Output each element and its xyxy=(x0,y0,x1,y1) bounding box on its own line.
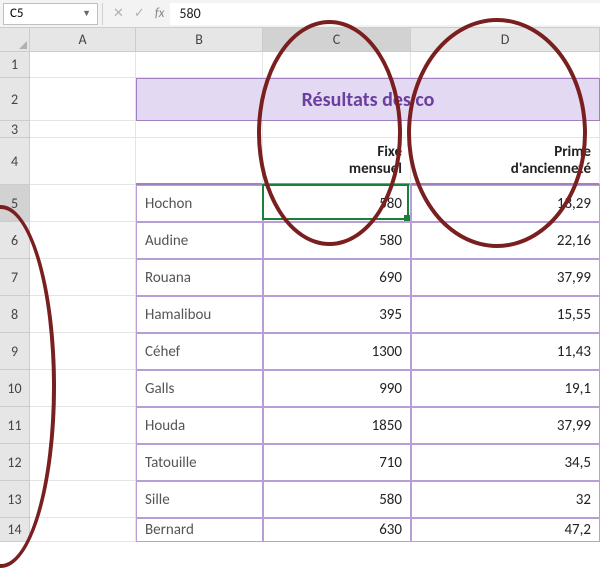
select-all-corner[interactable] xyxy=(0,28,30,52)
cell-a8[interactable] xyxy=(30,296,136,333)
title-banner[interactable]: Résultats des co xyxy=(136,78,600,121)
cell-c1[interactable] xyxy=(263,52,411,78)
cell-fix-10[interactable]: 990 xyxy=(263,370,411,407)
cancel-icon[interactable]: ✕ xyxy=(113,6,124,21)
row-header-5[interactable]: 5 xyxy=(0,185,30,222)
cell-fix-9[interactable]: 1300 xyxy=(263,333,411,370)
row-header-11[interactable]: 11 xyxy=(0,407,30,444)
column-header-b[interactable]: B xyxy=(136,28,263,52)
column-header-c[interactable]: C xyxy=(263,28,411,52)
cell-prime-9[interactable]: 11,43 xyxy=(411,333,600,370)
row-header-8[interactable]: 8 xyxy=(0,296,30,333)
cell-a3[interactable] xyxy=(30,121,136,138)
chevron-down-icon[interactable]: ▼ xyxy=(82,8,91,19)
cell-a5[interactable] xyxy=(30,185,136,222)
cell-a14[interactable] xyxy=(30,518,136,542)
cell-name-14[interactable]: Bernard xyxy=(136,518,263,542)
cell-prime-5[interactable]: 18,29 xyxy=(411,185,600,222)
cell-c3[interactable] xyxy=(263,121,411,138)
formula-bar-icons: ✕ ✓ fx xyxy=(107,6,170,21)
cell-a9[interactable] xyxy=(30,333,136,370)
check-icon[interactable]: ✓ xyxy=(134,6,145,21)
header-prime[interactable]: Primed'ancienneté xyxy=(411,138,600,185)
cell-a13[interactable] xyxy=(30,481,136,518)
cell-prime-14[interactable]: 47,2 xyxy=(411,518,600,542)
cell-prime-12[interactable]: 34,5 xyxy=(411,444,600,481)
header-name[interactable] xyxy=(136,138,263,185)
row-header-3[interactable]: 3 xyxy=(0,121,30,138)
cell-a10[interactable] xyxy=(30,370,136,407)
separator xyxy=(102,3,103,25)
row-header-4[interactable]: 4 xyxy=(0,138,30,185)
formula-value: 580 xyxy=(179,5,200,22)
cell-prime-8[interactable]: 15,55 xyxy=(411,296,600,333)
cell-prime-10[interactable]: 19,1 xyxy=(411,370,600,407)
cell-fix-13[interactable]: 580 xyxy=(263,481,411,518)
cell-fix-7[interactable]: 690 xyxy=(263,259,411,296)
row-header-6[interactable]: 6 xyxy=(0,222,30,259)
fx-icon[interactable]: fx xyxy=(155,6,165,21)
sheet: A B C D 1234567891011121314 Résultats de… xyxy=(0,28,600,542)
cell-a12[interactable] xyxy=(30,444,136,481)
cell-fix-14[interactable]: 630 xyxy=(263,518,411,542)
cell-name-10[interactable]: Galls xyxy=(136,370,263,407)
cell-d3[interactable] xyxy=(411,121,600,138)
cell-name-6[interactable]: Audine xyxy=(136,222,263,259)
cell-fix-11[interactable]: 1850 xyxy=(263,407,411,444)
cells-area[interactable]: Résultats des co FixemensuelPrimed'ancien… xyxy=(30,52,600,542)
column-header-a[interactable]: A xyxy=(30,28,136,52)
cell-prime-13[interactable]: 32 xyxy=(411,481,600,518)
cell-fix-12[interactable]: 710 xyxy=(263,444,411,481)
cell-prime-7[interactable]: 37,99 xyxy=(411,259,600,296)
cell-fix-5[interactable]: 580 xyxy=(263,185,411,222)
row-headers: 1234567891011121314 xyxy=(0,52,30,542)
column-header-d[interactable]: D xyxy=(411,28,600,52)
formula-input[interactable]: 580 xyxy=(170,3,600,25)
row-header-7[interactable]: 7 xyxy=(0,259,30,296)
header-fixe[interactable]: Fixemensuel xyxy=(263,138,411,185)
row-header-1[interactable]: 1 xyxy=(0,52,30,78)
cell-a1[interactable] xyxy=(30,52,136,78)
cell-prime-6[interactable]: 22,16 xyxy=(411,222,600,259)
column-headers: A B C D xyxy=(0,28,600,52)
formula-bar: C5 ▼ ✕ ✓ fx 580 xyxy=(0,0,600,28)
cell-b3[interactable] xyxy=(136,121,263,138)
cell-name-7[interactable]: Rouana xyxy=(136,259,263,296)
cell-fix-8[interactable]: 395 xyxy=(263,296,411,333)
name-box[interactable]: C5 ▼ xyxy=(3,3,98,25)
cell-name-5[interactable]: Hochon xyxy=(136,185,263,222)
cell-name-13[interactable]: Sille xyxy=(136,481,263,518)
cell-d1[interactable] xyxy=(411,52,600,78)
cell-fix-6[interactable]: 580 xyxy=(263,222,411,259)
row-header-2[interactable]: 2 xyxy=(0,78,30,121)
cell-name-8[interactable]: Hamalibou xyxy=(136,296,263,333)
row-header-13[interactable]: 13 xyxy=(0,481,30,518)
cell-a4[interactable] xyxy=(30,138,136,185)
cell-b1[interactable] xyxy=(136,52,263,78)
cell-a11[interactable] xyxy=(30,407,136,444)
name-box-value: C5 xyxy=(10,6,24,21)
row-header-10[interactable]: 10 xyxy=(0,370,30,407)
cell-prime-11[interactable]: 37,99 xyxy=(411,407,600,444)
cell-a2[interactable] xyxy=(30,78,136,121)
cell-name-11[interactable]: Houda xyxy=(136,407,263,444)
row-header-12[interactable]: 12 xyxy=(0,444,30,481)
cell-name-12[interactable]: Tatouille xyxy=(136,444,263,481)
row-header-9[interactable]: 9 xyxy=(0,333,30,370)
cell-a6[interactable] xyxy=(30,222,136,259)
row-header-14[interactable]: 14 xyxy=(0,518,30,542)
cell-name-9[interactable]: Céhef xyxy=(136,333,263,370)
cell-a7[interactable] xyxy=(30,259,136,296)
